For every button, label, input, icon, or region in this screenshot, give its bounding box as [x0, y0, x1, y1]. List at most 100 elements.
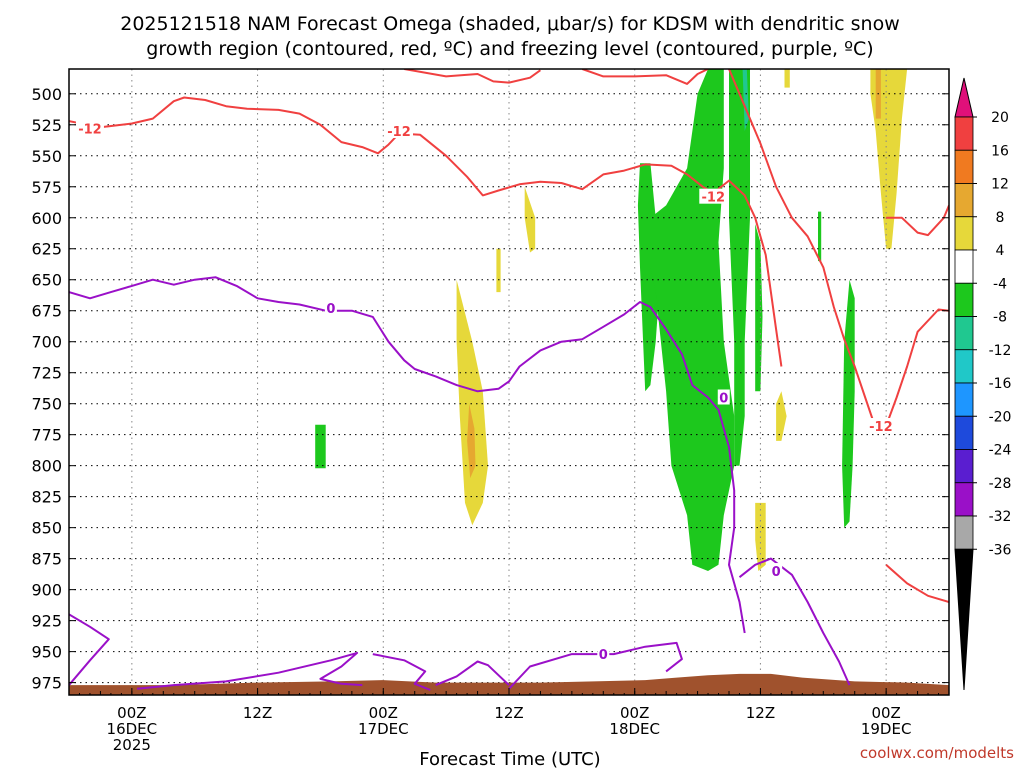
freezing-contour-label: 0 [772, 565, 781, 580]
colorbar-band [954, 216, 974, 251]
colorbar-band [954, 415, 974, 450]
freezing-level-contour [372, 653, 431, 691]
y-tick-label: 925 [31, 612, 62, 631]
colorbar-tick-label: 8 [996, 210, 1005, 226]
freezing-contour-label: 0 [326, 302, 335, 317]
colorbar-tick-label: -32 [989, 509, 1012, 525]
freezing-level-contour [136, 651, 363, 690]
y-tick-label: 750 [31, 395, 62, 414]
colorbar-band [954, 482, 974, 517]
contour-label-mask [75, 120, 104, 136]
omega-shade-region [456, 279, 488, 526]
dgz-contour-label: -12 [78, 123, 102, 138]
colorbar-bottom-arrow [954, 548, 974, 691]
y-tick-label: 975 [31, 674, 62, 693]
colorbar-tick-label: 16 [991, 143, 1009, 159]
colorbar-tick-label: -28 [989, 476, 1012, 492]
omega-shade-region [496, 248, 501, 293]
colorbar-tick-label: -4 [993, 276, 1007, 292]
omega-shade-region [315, 424, 326, 469]
credit-text: coolwx.com/modelts [860, 744, 1014, 762]
colorbar-tick-label: -24 [989, 443, 1012, 459]
freezing-level-contour [508, 641, 683, 690]
x-axis-label: Forecast Time (UTC) [419, 749, 600, 768]
x-tick-label: 00Z [871, 704, 900, 722]
plot-area: -12 -12 -12 -12 0 0 0 0 [69, 69, 949, 695]
dgz-isotherm-contour [581, 69, 709, 85]
y-tick-label: 950 [31, 643, 62, 662]
omega-shade-region [784, 69, 790, 88]
y-tick-label: 850 [31, 519, 62, 538]
colorbar-band [954, 282, 974, 317]
omega-shade-region [818, 211, 822, 262]
dgz-contour-label: -12 [869, 420, 893, 435]
colorbar-band [954, 349, 974, 384]
freezing-level-contour [69, 276, 746, 634]
contour-label-mask [699, 188, 728, 204]
colorbar-band [954, 515, 974, 550]
omega-shade-region [842, 279, 855, 528]
colorbar-band [954, 116, 974, 151]
omega-shade-region [742, 69, 749, 131]
x-tick-label: 12Z [746, 704, 775, 722]
colorbar: 20 16 12 8 4 -4 -8 -12 -16 -20 -24 -28 -32 -36 [954, 77, 1012, 691]
y-tick-label: 875 [31, 550, 62, 569]
x-tick-label: 18DEC [609, 720, 660, 738]
omega-shade-region [755, 224, 763, 392]
colorbar-tick-label: -20 [989, 409, 1012, 425]
dgz-isotherm-contour [404, 69, 541, 84]
y-tick-label: 525 [31, 116, 62, 135]
x-tick-label: 12Z [494, 704, 523, 722]
y-tick-label: 800 [31, 457, 62, 476]
dgz-isotherm-contour [728, 69, 949, 430]
y-axis: 500 525 550 575 600 625 650 675 700 725 750 775 800 8… [31, 85, 949, 693]
y-tick-label: 550 [31, 147, 62, 166]
y-tick-label: 700 [31, 333, 62, 352]
colorbar-band [954, 316, 974, 351]
dgz-isotherm-contour [885, 564, 949, 603]
omega-shade-region [776, 391, 787, 441]
freezing-contour-label: 0 [719, 391, 728, 406]
y-tick-label: 650 [31, 271, 62, 290]
x-tick-label: 2025 [113, 736, 151, 754]
freezing-level-contour [435, 660, 510, 687]
contours [69, 69, 949, 691]
x-tick-label: 00Z [620, 704, 649, 722]
colorbar-tick-label: -16 [989, 376, 1012, 392]
dgz-contour-label: -12 [387, 125, 411, 140]
y-tick-label: 575 [31, 178, 62, 197]
contour-label-mask [717, 389, 730, 405]
omega-shade-region [650, 69, 735, 571]
y-tick-label: 775 [31, 426, 62, 445]
dgz-isotherm-contour [886, 205, 949, 237]
freezing-level-contour [738, 557, 851, 686]
x-tick-label: 19DEC [861, 720, 912, 738]
y-tick-label: 725 [31, 364, 62, 383]
y-tick-label: 900 [31, 581, 62, 600]
y-tick-label: 500 [31, 85, 62, 104]
omega-shade-region [729, 69, 750, 466]
freezing-level-contour [69, 613, 110, 686]
omega-shade-region [524, 186, 536, 253]
x-tick-label: 00Z [117, 704, 146, 722]
colorbar-tick-label: 4 [996, 243, 1005, 259]
colorbar-band [954, 382, 974, 417]
x-tick-label: 16DEC [107, 720, 158, 738]
y-tick-label: 675 [31, 302, 62, 321]
y-tick-label: 625 [31, 240, 62, 259]
colorbar-band [954, 149, 974, 184]
x-tick-label: 12Z [243, 704, 272, 722]
omega-shading [315, 69, 908, 571]
colorbar-band [954, 249, 974, 284]
freezing-contour-label: 0 [599, 648, 608, 663]
omega-shade-region [467, 403, 476, 479]
colorbar-tick-label: 20 [991, 110, 1009, 126]
chart-title-line-1: 2025121518 NAM Forecast Omega (shaded, μ… [120, 13, 900, 35]
contour-label-mask [770, 563, 783, 579]
colorbar-tick-label: -8 [993, 310, 1007, 326]
chart-title-line-2: growth region (contoured, red, ºC) and f… [146, 38, 873, 60]
dgz-contour-label: -12 [702, 191, 726, 206]
contour-labels: -12 -12 -12 -12 0 0 0 0 [75, 120, 895, 663]
